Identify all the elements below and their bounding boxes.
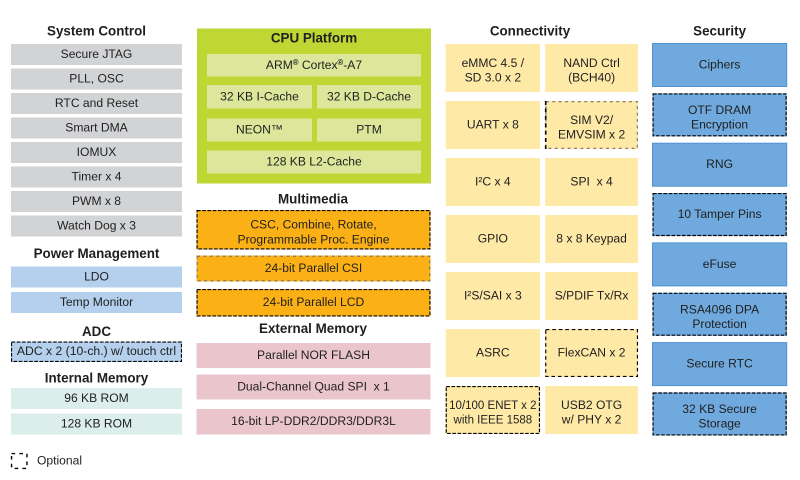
svg-text:Security: Security xyxy=(693,24,746,39)
svg-text:Power Management: Power Management xyxy=(34,246,160,261)
svg-text:Optional: Optional xyxy=(37,454,82,468)
svg-text:128 KB L2-Cache: 128 KB L2-Cache xyxy=(266,155,362,169)
svg-text:OTF DRAM: OTF DRAM xyxy=(688,103,751,117)
svg-text:16-bit LP-DDR2/DDR3/DDR3L: 16-bit LP-DDR2/DDR3/DDR3L xyxy=(231,414,396,428)
svg-text:Protection: Protection xyxy=(692,317,746,331)
svg-text:96 KB ROM: 96 KB ROM xyxy=(64,391,129,405)
svg-text:Encryption: Encryption xyxy=(691,117,748,131)
svg-text:32 KB D-Cache: 32 KB D-Cache xyxy=(327,89,411,103)
svg-text:I²S/SAI x 3: I²S/SAI x 3 xyxy=(464,289,522,303)
svg-text:10/100 ENET x 2: 10/100 ENET x 2 xyxy=(449,400,536,412)
svg-text:RNG: RNG xyxy=(706,157,733,171)
svg-text:Connectivity: Connectivity xyxy=(490,24,571,39)
svg-text:ARM® Cortex®-A7: ARM® Cortex®-A7 xyxy=(266,58,362,72)
svg-text:I²C x 4: I²C x 4 xyxy=(475,175,511,189)
svg-text:Smart DMA: Smart DMA xyxy=(65,121,128,135)
svg-text:GPIO: GPIO xyxy=(478,232,508,246)
svg-text:Secure JTAG: Secure JTAG xyxy=(61,47,133,61)
svg-text:(BCH40): (BCH40) xyxy=(568,71,615,85)
svg-text:Internal Memory: Internal Memory xyxy=(45,370,149,385)
svg-text:Ciphers: Ciphers xyxy=(699,58,741,72)
svg-text:LDO: LDO xyxy=(84,270,109,284)
svg-text:USB2 OTG: USB2 OTG xyxy=(561,398,622,412)
svg-text:Secure RTC: Secure RTC xyxy=(686,357,753,371)
svg-text:PWM x 8: PWM x 8 xyxy=(72,194,121,208)
svg-text:with IEEE 1588: with IEEE 1588 xyxy=(453,415,533,427)
svg-text:32 KB I-Cache: 32 KB I-Cache xyxy=(220,89,299,103)
svg-text:Timer x 4: Timer x 4 xyxy=(72,170,122,184)
svg-text:24-bit Parallel CSI: 24-bit Parallel CSI xyxy=(265,261,362,275)
svg-text:IOMUX: IOMUX xyxy=(77,145,117,159)
svg-text:SPI x 4: SPI x 4 xyxy=(570,175,613,189)
svg-text:NEON™: NEON™ xyxy=(236,123,283,137)
svg-text:w/ PHY x 2: w/ PHY x 2 xyxy=(561,413,622,427)
svg-text:RSA4096 DPA: RSA4096 DPA xyxy=(680,302,760,316)
svg-text:Multimedia: Multimedia xyxy=(278,191,348,206)
svg-text:PTM: PTM xyxy=(356,123,382,137)
svg-text:SD 3.0 x 2: SD 3.0 x 2 xyxy=(465,71,522,85)
svg-text:External Memory: External Memory xyxy=(259,321,367,336)
svg-text:RTC and Reset: RTC and Reset xyxy=(55,96,139,110)
svg-text:Dual-Channel Quad SPI x 1: Dual-Channel Quad SPI x 1 xyxy=(237,380,390,394)
svg-text:SIM V2/: SIM V2/ xyxy=(570,113,614,127)
svg-text:ASRC: ASRC xyxy=(476,346,510,360)
svg-text:System Control: System Control xyxy=(47,24,146,39)
svg-text:EMVSIM x 2: EMVSIM x 2 xyxy=(558,128,625,142)
svg-text:128 KB ROM: 128 KB ROM xyxy=(61,417,132,431)
svg-text:Programmable Proc. Engine: Programmable Proc. Engine xyxy=(238,232,390,246)
svg-text:S/PDIF Tx/Rx: S/PDIF Tx/Rx xyxy=(555,289,629,303)
svg-text:eMMC 4.5 /: eMMC 4.5 / xyxy=(462,56,525,70)
svg-text:24-bit Parallel LCD: 24-bit Parallel LCD xyxy=(263,295,365,309)
svg-text:UART x 8: UART x 8 xyxy=(467,118,519,132)
svg-text:ADC: ADC xyxy=(82,324,111,339)
svg-text:CPU Platform: CPU Platform xyxy=(271,31,357,46)
svg-text:eFuse: eFuse xyxy=(703,257,737,271)
svg-text:Watch Dog x 3: Watch Dog x 3 xyxy=(57,219,136,233)
svg-text:Temp Monitor: Temp Monitor xyxy=(60,295,133,309)
svg-text:FlexCAN x 2: FlexCAN x 2 xyxy=(558,346,626,360)
svg-text:NAND Ctrl: NAND Ctrl xyxy=(563,56,619,70)
svg-text:CSC, Combine, Rotate,: CSC, Combine, Rotate, xyxy=(250,218,376,232)
svg-text:10 Tamper Pins: 10 Tamper Pins xyxy=(678,207,762,221)
svg-text:32 KB Secure: 32 KB Secure xyxy=(682,402,757,416)
svg-text:8 x 8 Keypad: 8 x 8 Keypad xyxy=(556,232,627,246)
svg-text:Parallel NOR FLASH: Parallel NOR FLASH xyxy=(257,348,370,362)
svg-text:Storage: Storage xyxy=(698,417,741,431)
svg-text:ADC x 2 (10-ch.) w/ touch ctrl: ADC x 2 (10-ch.) w/ touch ctrl xyxy=(17,344,176,358)
svg-text:PLL, OSC: PLL, OSC xyxy=(69,72,124,86)
